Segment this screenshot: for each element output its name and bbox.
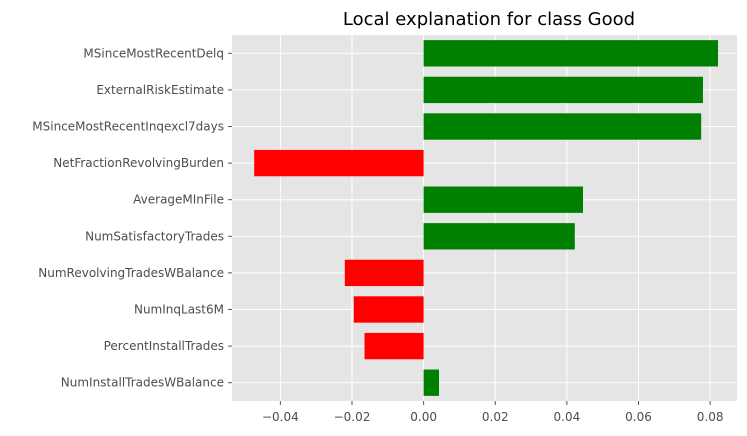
bars	[254, 40, 719, 396]
bar-MSinceMostRecentDelq	[423, 40, 719, 67]
bar-NumSatisfactoryTrades	[423, 223, 575, 250]
bar-MSinceMostRecentInqexcl7days	[423, 113, 702, 140]
y-tick-label: NumInstallTradesWBalance	[61, 376, 224, 390]
bar-NumInstallTradesWBalance	[423, 369, 440, 396]
x-tick-labels: −0.04 −0.02 0.00 0.02 0.04 0.06 0.08	[262, 410, 724, 424]
x-tick-label: 0.06	[625, 410, 652, 424]
bar-PercentInstallTrades	[364, 332, 424, 360]
x-tick-label: 0.08	[697, 410, 724, 424]
y-tick-label: MSinceMostRecentDelq	[83, 46, 224, 60]
y-tick-label: AverageMInFile	[133, 193, 224, 207]
bar-NumInqLast6M	[353, 296, 424, 323]
bar-NumRevolvingTradesWBalance	[344, 259, 424, 287]
y-tick-label: NumRevolvingTradesWBalance	[38, 266, 224, 280]
y-tick-label: NumInqLast6M	[134, 303, 224, 317]
bar-AverageMInFile	[423, 186, 583, 213]
x-tick-label: −0.04	[262, 410, 299, 424]
y-tick-label: NumSatisfactoryTrades	[85, 229, 224, 243]
y-tick-labels: MSinceMostRecentDelq ExternalRiskEstimate…	[32, 46, 224, 389]
chart-title: Local explanation for class Good	[343, 9, 635, 30]
x-tick-label: 0.04	[554, 410, 581, 424]
x-tick-label: 0.00	[410, 410, 437, 424]
y-tick-label: MSinceMostRecentInqexcl7days	[32, 120, 224, 134]
y-tick-label: PercentInstallTrades	[104, 339, 224, 353]
y-tick-label: NetFractionRevolvingBurden	[53, 156, 224, 170]
bar-ExternalRiskEstimate	[423, 76, 703, 104]
bar-NetFractionRevolvingBurden	[254, 149, 424, 177]
y-tick-label: ExternalRiskEstimate	[96, 83, 224, 97]
x-tick-label: −0.02	[334, 410, 371, 424]
x-tick-label: 0.02	[482, 410, 509, 424]
